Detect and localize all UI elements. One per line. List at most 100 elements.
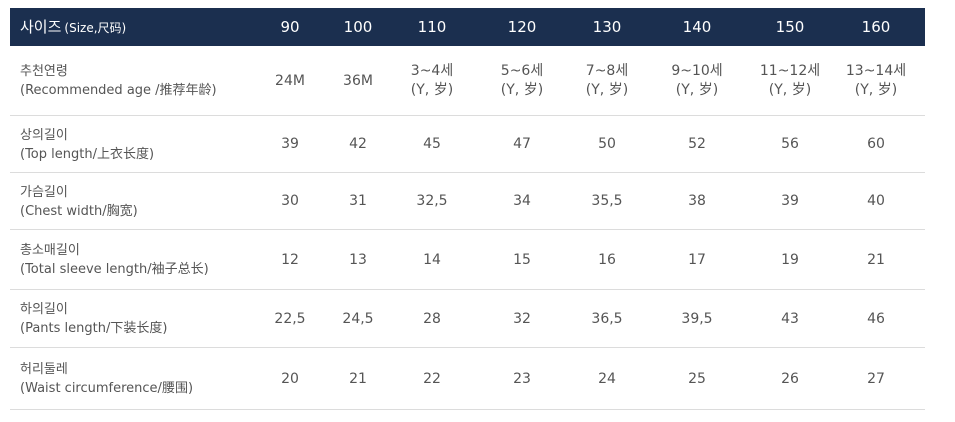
table-cell: 39 xyxy=(781,192,799,211)
cell-text: 13~14세 xyxy=(845,63,907,79)
row-label: 상의길이 (Top length/上衣长度) xyxy=(20,126,154,164)
cell-text: 26 xyxy=(781,370,799,387)
cell-text: (Y, 岁) xyxy=(500,82,544,98)
table-cell: 25 xyxy=(688,370,706,389)
cell-text: 47 xyxy=(513,136,531,152)
cell-text: 36,5 xyxy=(591,310,623,327)
cell-text: 16 xyxy=(598,251,616,268)
cell-text: (Y, 岁) xyxy=(585,82,629,98)
row-label: 추천연령 (Recommended age /推荐年龄) xyxy=(20,62,217,100)
size-header: 90 xyxy=(280,18,300,36)
table-cell: 12 xyxy=(281,251,299,270)
row-label: 하의길이 (Pants length/下装长度) xyxy=(20,300,167,338)
table-cell: 47 xyxy=(513,135,531,154)
cell-text: 5~6세 xyxy=(500,63,544,79)
table-cell: 34 xyxy=(513,192,531,211)
table-row: 상의길이 (Top length/上衣长度) 39 42 45 47 50 52 56 60 xyxy=(10,116,925,173)
table-cell: 45 xyxy=(423,135,441,154)
cell-text: 13 xyxy=(349,251,367,268)
cell-text: (Y, 岁) xyxy=(675,82,719,98)
cell-text: 27 xyxy=(867,370,885,387)
table-cell: 14 xyxy=(423,251,441,270)
cell-text: 24,5 xyxy=(342,310,374,327)
table-row: 추천연령 (Recommended age /推荐年龄) 24M 36M 3~4세 (Y,… xyxy=(10,46,925,116)
cell-text: 38 xyxy=(688,193,706,209)
table-header: 사이즈 (Size,尺码) 90 100 110 120 130 140 150 160 xyxy=(10,8,925,46)
cell-text: 23 xyxy=(513,370,531,387)
label-korean: 총소매길이 xyxy=(20,243,80,258)
table-cell: 19 xyxy=(781,251,799,270)
cell-text: 39,5 xyxy=(681,310,713,327)
cell-text: 28 xyxy=(423,310,441,327)
table-cell: 15 xyxy=(513,251,531,270)
cell-text: (Y, 岁) xyxy=(854,82,898,98)
cell-text: 30 xyxy=(281,193,299,209)
table-cell: 36M xyxy=(343,72,373,91)
table-cell: 31 xyxy=(349,192,367,211)
cell-text: 22,5 xyxy=(274,310,306,327)
cell-text: 9~10세 xyxy=(671,63,723,79)
table-cell: 9~10세 (Y, 岁) xyxy=(671,62,722,100)
label-korean: 가슴길이 xyxy=(20,184,68,200)
cell-text: 15 xyxy=(513,251,531,268)
table-cell: 17 xyxy=(688,251,706,270)
cell-text: 52 xyxy=(688,136,706,152)
table-cell: 60 xyxy=(867,135,885,154)
cell-text: 50 xyxy=(598,136,616,152)
cell-text: 31 xyxy=(349,193,367,209)
cell-text: 21 xyxy=(349,370,367,387)
table-cell: 22,5 xyxy=(274,310,305,329)
cell-text: 17 xyxy=(688,251,706,268)
table-cell: 28 xyxy=(423,310,441,329)
cell-text: 39 xyxy=(281,136,299,152)
table-cell: 24,5 xyxy=(342,310,373,329)
table-cell: 24 xyxy=(598,370,616,389)
label-korean: 하의길이 xyxy=(20,302,68,317)
cell-text: 35,5 xyxy=(591,193,623,209)
cell-text: 12 xyxy=(281,251,299,268)
row-label: 허리둘레 (Waist circumference/腰围) xyxy=(20,360,193,398)
cell-text: (Y, 岁) xyxy=(768,82,812,98)
label-sub: (Pants length/下装长度) xyxy=(20,321,168,336)
table-cell: 38 xyxy=(688,192,706,211)
label-korean: 추천연령 xyxy=(20,64,68,79)
cell-text: 11~12세 xyxy=(759,63,821,79)
table-cell: 36,5 xyxy=(591,310,622,329)
header-title: 사이즈 (Size,尺码) xyxy=(20,8,126,46)
table-cell: 32,5 xyxy=(416,192,447,211)
table-cell: 7~8세 (Y, 岁) xyxy=(586,62,628,100)
table-cell: 50 xyxy=(598,135,616,154)
title-korean: 사이즈 xyxy=(20,18,62,36)
cell-text: 34 xyxy=(513,193,531,209)
table-cell: 39 xyxy=(281,135,299,154)
label-sub: (Total sleeve length/袖子总长) xyxy=(20,262,209,277)
table-cell: 23 xyxy=(513,370,531,389)
table-cell: 27 xyxy=(867,370,885,389)
cell-text: 56 xyxy=(781,136,799,152)
label-sub: (Top length/上衣长度) xyxy=(20,146,155,162)
size-header: 120 xyxy=(507,18,537,36)
row-label: 가슴길이 (Chest width/胸宽) xyxy=(20,183,138,221)
cell-text: 7~8세 xyxy=(585,63,629,79)
table-row: 총소매길이 (Total sleeve length/袖子总长) 12 13 14 15 1… xyxy=(10,230,925,290)
cell-text: (Y, 岁) xyxy=(410,82,454,98)
size-header: 160 xyxy=(861,18,891,36)
table-cell: 52 xyxy=(688,135,706,154)
cell-text: 46 xyxy=(867,310,885,327)
table-cell: 46 xyxy=(867,310,885,329)
cell-text: 40 xyxy=(867,193,885,209)
size-header: 100 xyxy=(343,18,373,36)
table-cell: 30 xyxy=(281,192,299,211)
size-header: 140 xyxy=(682,18,712,36)
cell-text: 43 xyxy=(781,310,799,327)
cell-text: 20 xyxy=(281,370,299,387)
table-cell: 40 xyxy=(867,192,885,211)
table-cell: 5~6세 (Y, 岁) xyxy=(501,62,543,100)
table-row: 가슴길이 (Chest width/胸宽) 30 31 32,5 34 35,5 38 39 40 xyxy=(10,173,925,230)
cell-text: 36M xyxy=(343,72,373,89)
size-header: 110 xyxy=(417,18,447,36)
cell-text: 25 xyxy=(688,370,706,387)
cell-text: 32 xyxy=(513,310,531,327)
table-cell: 22 xyxy=(423,370,441,389)
